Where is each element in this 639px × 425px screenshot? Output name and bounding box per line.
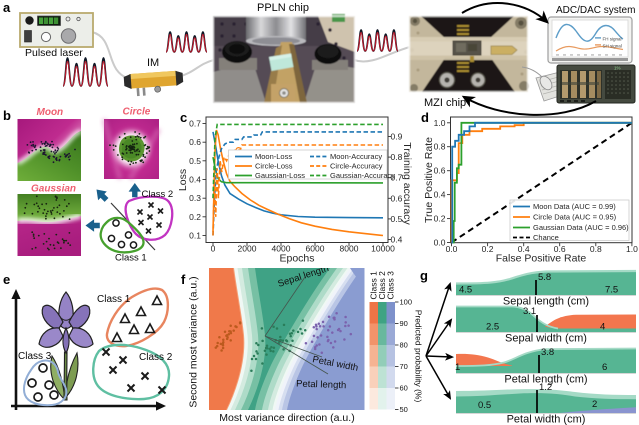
svg-text:3.8: 3.8: [541, 347, 554, 358]
svg-text:Class 2: Class 2: [139, 352, 173, 363]
svg-text:Loss: Loss: [177, 169, 189, 191]
svg-text:6: 6: [602, 362, 607, 373]
svg-text:0.5: 0.5: [189, 156, 201, 166]
svg-text:Circle-Accuracy: Circle-Accuracy: [330, 162, 383, 171]
svg-text:5.8: 5.8: [538, 272, 551, 283]
svg-text:True Positive Rate: True Positive Rate: [423, 137, 435, 223]
svg-text:0.2: 0.2: [482, 244, 494, 254]
svg-text:Circle: Circle: [123, 107, 151, 118]
svg-text:4000: 4000: [272, 244, 291, 254]
svg-text:Moon-Loss: Moon-Loss: [255, 152, 292, 161]
svg-text:Class 3: Class 3: [386, 271, 396, 300]
svg-text:0.4: 0.4: [391, 235, 403, 245]
svg-text:Gaussian-Accuracy: Gaussian-Accuracy: [330, 171, 395, 180]
svg-text:Chance: Chance: [533, 233, 559, 242]
svg-text:Class 1: Class 1: [97, 294, 131, 305]
svg-text:c: c: [180, 110, 187, 125]
svg-text:a: a: [3, 0, 11, 15]
svg-text:0.4: 0.4: [518, 244, 530, 254]
svg-text:0.7: 0.7: [391, 173, 403, 183]
svg-text:False Positive Rate: False Positive Rate: [496, 253, 587, 265]
svg-text:0.7: 0.7: [189, 119, 201, 129]
svg-text:FH signal: FH signal: [603, 37, 622, 42]
svg-text:0.3: 0.3: [189, 193, 201, 203]
svg-text:Petal width (cm): Petal width (cm): [507, 414, 586, 425]
svg-text:1%: 1%: [614, 66, 621, 71]
svg-text:Epochs: Epochs: [279, 253, 314, 265]
svg-text:100: 100: [400, 298, 413, 307]
svg-text:0.2: 0.2: [434, 214, 446, 224]
svg-text:Predicted probability (%): Predicted probability (%): [414, 310, 424, 403]
svg-text:1: 1: [455, 362, 460, 373]
svg-text:90: 90: [400, 319, 408, 328]
svg-text:Class 1: Class 1: [115, 253, 147, 264]
svg-text:8000: 8000: [340, 244, 359, 254]
svg-text:Circle Data (AUC = 0.95): Circle Data (AUC = 0.95): [533, 213, 617, 222]
svg-text:50: 50: [400, 405, 408, 414]
svg-text:Second most variance (a.u.): Second most variance (a.u.): [188, 276, 200, 407]
svg-text:Moon: Moon: [37, 107, 64, 118]
svg-text:0.8: 0.8: [590, 244, 602, 254]
svg-text:0.6: 0.6: [434, 166, 446, 176]
svg-text:Most variance direction (a.u.): Most variance direction (a.u.): [219, 412, 354, 424]
svg-text:Gaussian-Loss: Gaussian-Loss: [255, 171, 305, 180]
svg-text:ADC/DAC system: ADC/DAC system: [556, 5, 635, 16]
svg-text:0.8: 0.8: [434, 142, 446, 152]
svg-text:Sepal width (cm): Sepal width (cm): [505, 333, 587, 345]
svg-text:0: 0: [211, 244, 216, 254]
svg-text:b: b: [3, 108, 11, 123]
svg-text:0.0: 0.0: [446, 244, 458, 254]
svg-text:SH signal: SH signal: [603, 44, 622, 49]
svg-text:0.9: 0.9: [391, 132, 403, 142]
svg-text:0.2: 0.2: [189, 212, 201, 222]
svg-text:Gaussian Data (AUC = 0.96): Gaussian Data (AUC = 0.96): [533, 223, 629, 232]
svg-text:e: e: [3, 272, 10, 287]
svg-text:Gaussian: Gaussian: [31, 184, 76, 195]
svg-text:g: g: [420, 268, 428, 283]
svg-text:0.6: 0.6: [391, 193, 403, 203]
svg-text:0.0: 0.0: [434, 238, 446, 248]
svg-text:Class 1: Class 1: [369, 271, 379, 300]
svg-text:Petal length (cm): Petal length (cm): [504, 374, 587, 386]
svg-text:Circle-Loss: Circle-Loss: [255, 162, 293, 171]
svg-text:0.4: 0.4: [434, 190, 446, 200]
svg-text:0.1: 0.1: [189, 231, 201, 241]
svg-text:80: 80: [400, 341, 408, 350]
svg-text:Class 2: Class 2: [142, 189, 174, 200]
svg-text:Class 2: Class 2: [377, 271, 387, 300]
svg-text:Class 3: Class 3: [18, 351, 52, 362]
svg-text:70: 70: [400, 362, 408, 371]
svg-text:PPLN chip: PPLN chip: [257, 2, 309, 14]
svg-text:0.6: 0.6: [554, 244, 566, 254]
svg-text:1.2: 1.2: [539, 382, 552, 393]
svg-text:60: 60: [400, 384, 408, 393]
svg-text:6000: 6000: [306, 244, 325, 254]
svg-text:2000: 2000: [238, 244, 257, 254]
svg-text:4: 4: [600, 322, 605, 333]
svg-text:Moon Data (AUC = 0.99): Moon Data (AUC = 0.99): [533, 202, 616, 211]
svg-text:Pulsed laser: Pulsed laser: [25, 47, 83, 59]
svg-text:0.8: 0.8: [391, 152, 403, 162]
svg-text:d: d: [421, 110, 429, 125]
svg-text:10000: 10000: [371, 244, 395, 254]
svg-text:0.5: 0.5: [478, 400, 491, 411]
svg-text:Training accuracy: Training accuracy: [401, 142, 413, 225]
svg-text:MZI chip: MZI chip: [424, 97, 466, 109]
svg-text:1.0: 1.0: [434, 118, 446, 128]
svg-text:0.4: 0.4: [189, 175, 201, 185]
svg-text:2.5: 2.5: [486, 322, 499, 333]
svg-text:IM: IM: [147, 57, 159, 69]
svg-text:Sepal length (cm): Sepal length (cm): [503, 296, 589, 308]
svg-text:2: 2: [592, 399, 597, 410]
svg-text:0.6: 0.6: [189, 137, 201, 147]
svg-text:1.0: 1.0: [626, 244, 638, 254]
svg-text:f: f: [181, 272, 186, 287]
svg-text:7.5: 7.5: [605, 285, 618, 296]
svg-text:Petal length: Petal length: [296, 379, 347, 392]
svg-text:Moon-Accuracy: Moon-Accuracy: [330, 152, 382, 161]
svg-text:0.5: 0.5: [391, 214, 403, 224]
svg-text:4.5: 4.5: [459, 285, 472, 296]
svg-text:3.1: 3.1: [523, 306, 536, 317]
